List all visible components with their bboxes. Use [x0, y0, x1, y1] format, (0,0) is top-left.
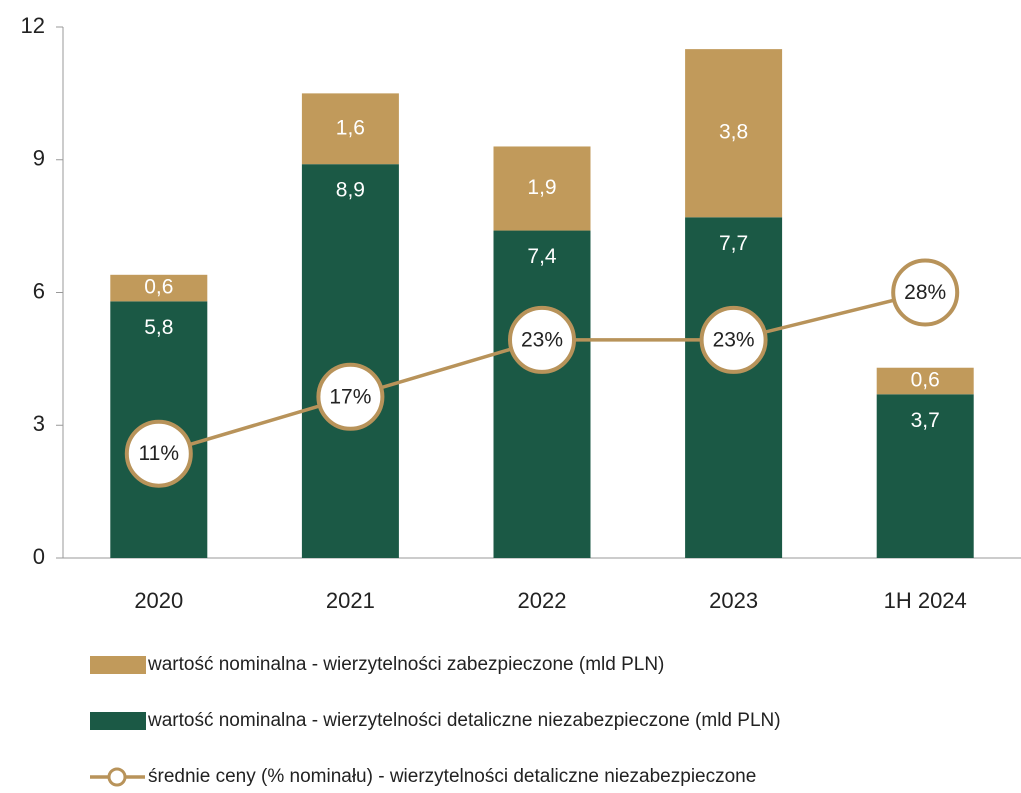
line-marker — [699, 305, 768, 374]
line-marker — [124, 419, 193, 488]
legend-swatch — [90, 712, 146, 730]
legend-label: wartość nominalna - wierzytelności zabez… — [147, 654, 664, 675]
y-tick-label: 12 — [21, 13, 45, 38]
line-value-label: 11% — [139, 442, 179, 465]
bar-segment — [876, 394, 974, 558]
x-tick-label: 1H 2024 — [884, 588, 967, 613]
x-tick-label: 2020 — [134, 588, 183, 613]
bar-value-label: 1,9 — [527, 176, 556, 199]
bar-value-label: 7,4 — [527, 245, 557, 268]
bar-value-label: 3,7 — [911, 409, 940, 432]
bar-value-label: 3,8 — [719, 121, 748, 144]
line-value-label: 23% — [521, 328, 563, 351]
legend-label: średnie ceny (% nominału) - wierzytelnoś… — [148, 766, 756, 787]
y-tick-label: 0 — [33, 544, 45, 569]
legend-label: wartość nominalna - wierzytelności detal… — [147, 710, 781, 731]
bar-value-label: 0,6 — [144, 276, 173, 299]
bar-segment — [685, 217, 783, 558]
x-tick-label: 2023 — [709, 588, 758, 613]
bar-value-label: 7,7 — [719, 232, 748, 255]
line-marker — [891, 258, 960, 327]
x-tick-label: 2021 — [326, 588, 375, 613]
bar-value-label: 0,6 — [911, 369, 940, 392]
line-value-label: 28% — [904, 281, 946, 304]
line-value-label: 17% — [329, 385, 371, 408]
bar-segment — [301, 93, 399, 165]
bar-value-label: 5,8 — [144, 316, 173, 339]
bar-segment — [876, 367, 974, 395]
bar-segment — [493, 230, 591, 559]
bar-segment — [685, 49, 783, 218]
x-tick-label: 2022 — [518, 588, 567, 613]
legend-swatch — [90, 656, 146, 674]
bar-value-label: 8,9 — [336, 179, 365, 202]
line-marker — [316, 362, 385, 431]
legend-marker — [107, 767, 127, 787]
line-marker — [508, 305, 576, 374]
bar-segment — [493, 146, 591, 231]
bar-segment — [110, 274, 208, 302]
bar-value-label: 1,6 — [336, 116, 365, 139]
line-value-label: 23% — [713, 328, 755, 351]
y-tick-label: 9 — [33, 146, 45, 171]
bar-segment — [301, 164, 399, 559]
y-tick-label: 6 — [33, 278, 45, 303]
y-tick-label: 3 — [33, 411, 45, 436]
